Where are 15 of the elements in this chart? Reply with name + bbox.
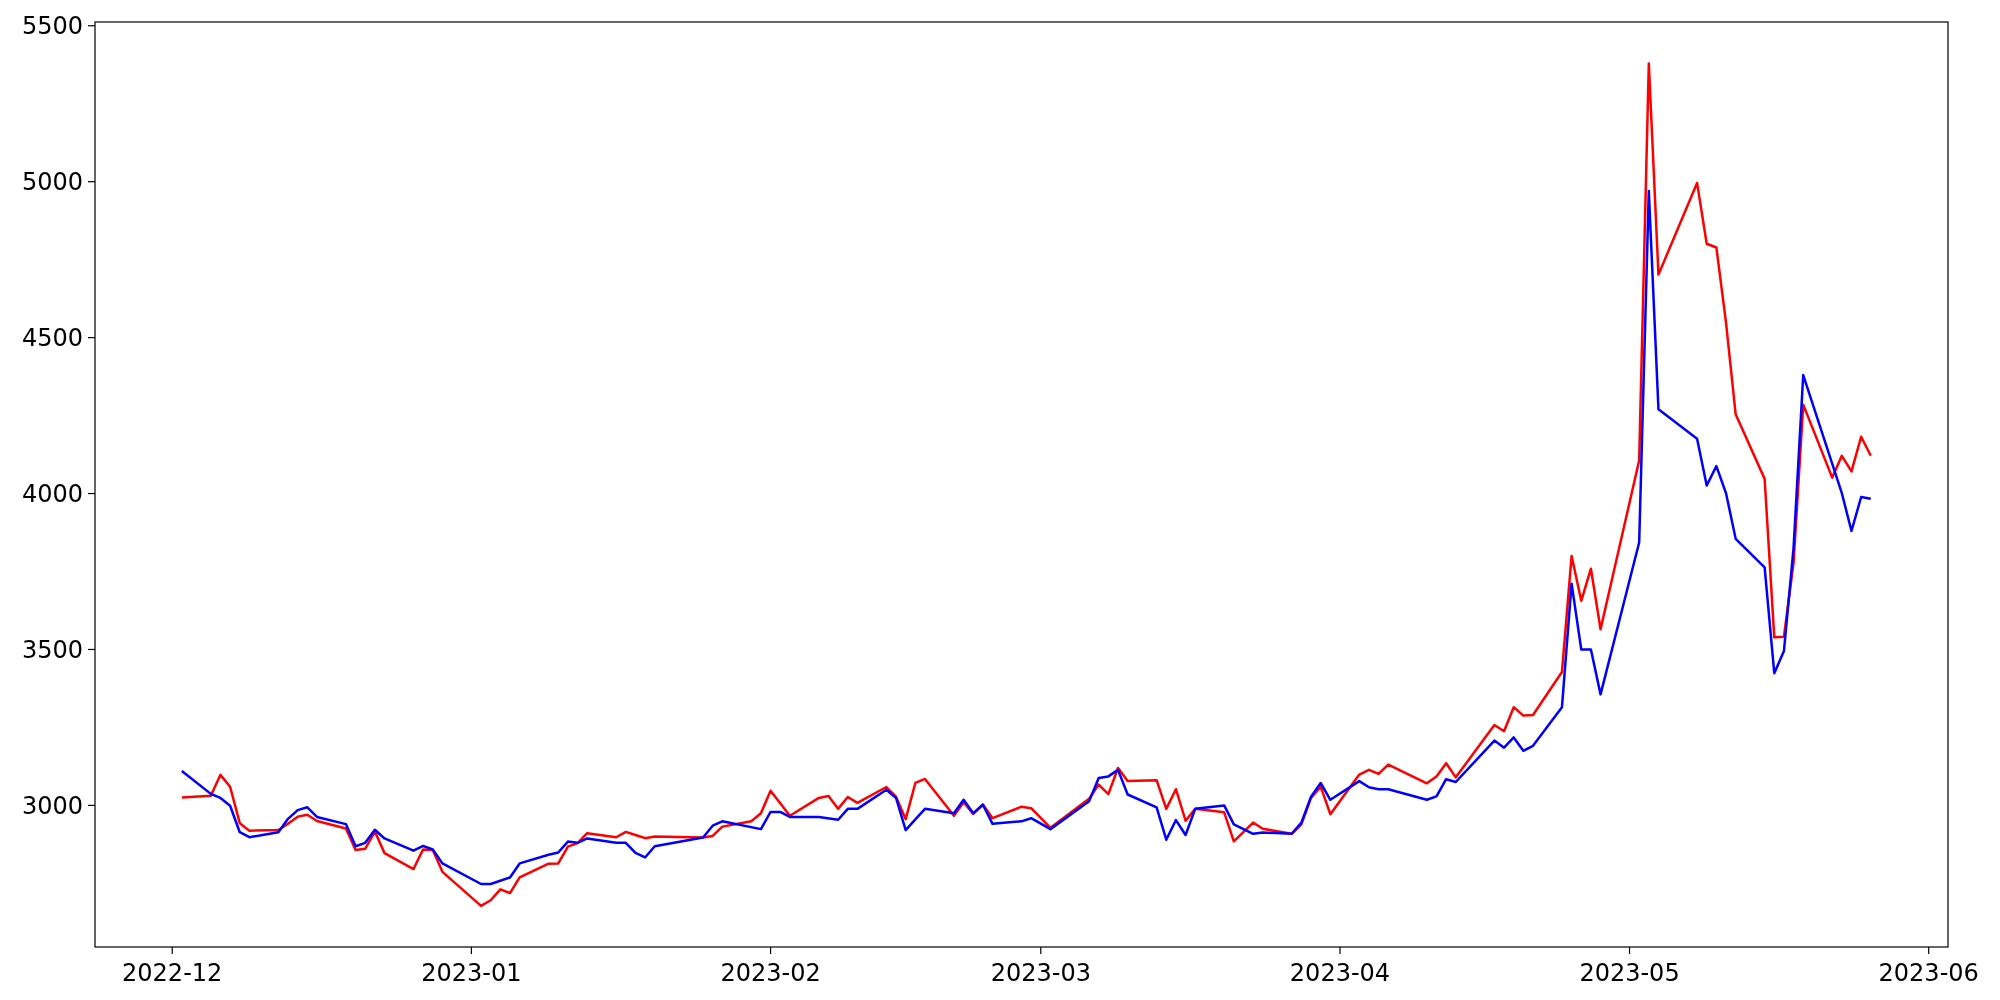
y-tick-label: 4500 <box>21 324 83 353</box>
x-tick-label: 2023-02 <box>720 959 821 987</box>
line-series <box>180 62 1873 908</box>
x-tick-label: 2023-05 <box>1579 959 1680 987</box>
y-tick-label: 3000 <box>21 791 83 820</box>
y-tick-label: 5500 <box>21 12 83 41</box>
y-tick-label: 3500 <box>21 635 83 664</box>
x-tick-label: 2023-04 <box>1289 959 1391 987</box>
x-tick-label: 2022-12 <box>122 959 223 987</box>
line-series <box>180 189 1873 886</box>
x-tick-label: 2023-03 <box>990 959 1091 987</box>
y-tick-label: 5000 <box>21 168 83 197</box>
y-tick-label: 4000 <box>21 479 83 508</box>
x-tick-label: 2023-01 <box>421 959 522 987</box>
x-tick-label: 2023-06 <box>1878 959 1979 987</box>
